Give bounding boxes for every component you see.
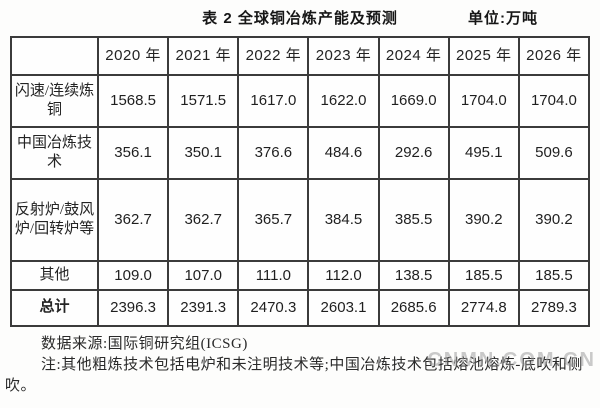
table-row: 反射炉/鼓风炉/回转炉等 362.7 362.7 365.7 384.5 385… [10, 178, 591, 262]
cell-value: 292.6 [377, 126, 450, 180]
year-header: 2024 年 [377, 36, 450, 76]
year-header: 2023 年 [307, 36, 380, 76]
cell-value: 495.1 [447, 126, 520, 180]
cell-value: 2774.8 [447, 289, 520, 327]
cell-value: 1704.0 [447, 74, 520, 128]
cell-value: 2789.3 [517, 289, 591, 327]
cell-value: 390.2 [447, 178, 520, 262]
row-label-total: 总计 [10, 289, 99, 327]
cell-value: 484.6 [307, 126, 380, 180]
cell-value: 390.2 [517, 178, 591, 262]
cell-value: 107.0 [167, 260, 240, 291]
year-header: 2022 年 [237, 36, 310, 76]
cell-value: 1571.5 [167, 74, 240, 128]
cell-value: 2470.3 [237, 289, 310, 327]
cell-value: 1669.0 [377, 74, 450, 128]
cell-value: 376.6 [237, 126, 310, 180]
cell-value: 365.7 [237, 178, 310, 262]
cell-value: 356.1 [96, 126, 170, 180]
cell-value: 2685.6 [377, 289, 450, 327]
cell-value: 2396.3 [96, 289, 170, 327]
cell-value: 384.5 [307, 178, 380, 262]
cell-value: 362.7 [96, 178, 170, 262]
technical-note: 注:其他粗炼技术包括电炉和未注明技术等;中国冶炼技术包括熔池熔炼-底吹和侧吹。 [5, 357, 583, 394]
row-label: 中国冶炼技术 [10, 126, 99, 180]
cell-value: 2391.3 [167, 289, 240, 327]
cell-value: 112.0 [307, 260, 380, 291]
row-label: 闪速/连续炼铜 [10, 74, 99, 128]
row-label: 其他 [10, 260, 99, 291]
cell-value: 109.0 [96, 260, 170, 291]
table-row: 中国冶炼技术 356.1 350.1 376.6 484.6 292.6 495… [10, 126, 591, 180]
cell-value: 185.5 [517, 260, 591, 291]
year-header: 2021 年 [167, 36, 240, 76]
cell-value: 1704.0 [517, 74, 591, 128]
table-header-row: 2020 年 2021 年 2022 年 2023 年 2024 年 2025 … [10, 36, 591, 76]
corner-cell [10, 36, 99, 76]
table-row-total: 总计 2396.3 2391.3 2470.3 2603.1 2685.6 27… [10, 289, 591, 327]
year-header: 2026 年 [517, 36, 591, 76]
cell-value: 1568.5 [96, 74, 170, 128]
cell-value: 2603.1 [307, 289, 380, 327]
cell-value: 111.0 [237, 260, 310, 291]
title-row: 表 2 全球铜冶炼产能及预测 单位:万吨 [0, 0, 600, 34]
table-row: 闪速/连续炼铜 1568.5 1571.5 1617.0 1622.0 1669… [10, 74, 591, 128]
cell-value: 385.5 [377, 178, 450, 262]
cell-value: 509.6 [517, 126, 591, 180]
year-header: 2020 年 [96, 36, 170, 76]
cell-value: 185.5 [447, 260, 520, 291]
year-header: 2025 年 [447, 36, 520, 76]
footer-notes: 数据来源:国际铜研究组(ICSG) 注:其他粗炼技术包括电炉和未注明技术等;中国… [5, 334, 597, 397]
table-row: 其他 109.0 107.0 111.0 112.0 138.5 185.5 1… [10, 260, 591, 291]
table-title: 表 2 全球铜冶炼产能及预测 [202, 10, 398, 27]
capacity-table: 2020 年 2021 年 2022 年 2023 年 2024 年 2025 … [10, 36, 591, 327]
cell-value: 1617.0 [237, 74, 310, 128]
data-source-note: 数据来源:国际铜研究组(ICSG) [41, 336, 248, 352]
cell-value: 350.1 [167, 126, 240, 180]
row-label: 反射炉/鼓风炉/回转炉等 [10, 178, 99, 262]
cell-value: 138.5 [377, 260, 450, 291]
unit-label: 单位:万吨 [468, 10, 538, 27]
cell-value: 362.7 [167, 178, 240, 262]
cell-value: 1622.0 [307, 74, 380, 128]
